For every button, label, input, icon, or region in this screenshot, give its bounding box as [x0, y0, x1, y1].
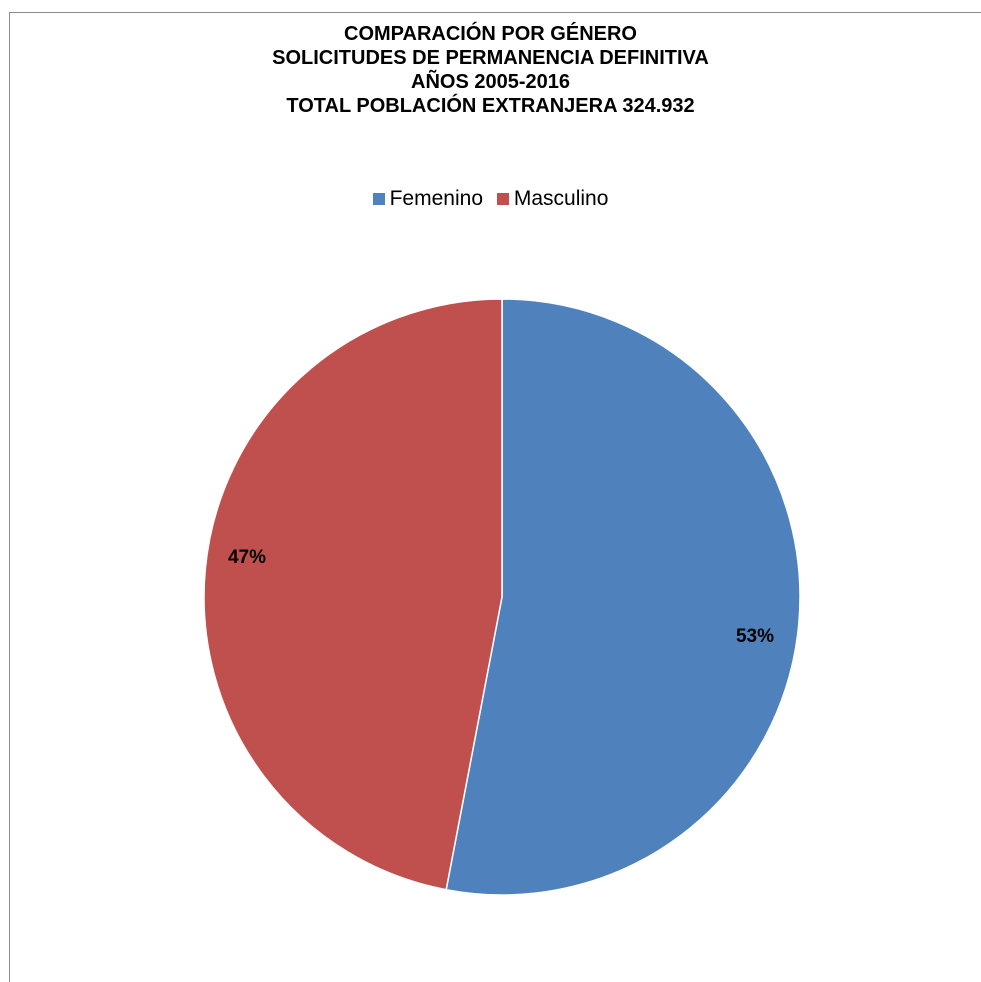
legend-item-masculino: Masculino	[496, 187, 609, 211]
legend-swatch-masculino	[496, 193, 509, 205]
data-label-masculino: 47%	[228, 547, 266, 568]
pie-slice-femenino	[445, 298, 801, 896]
chart-title: COMPARACIÓN POR GÉNERO SOLICITUDES DE PE…	[0, 22, 981, 118]
legend-label-masculino: Masculino	[513, 187, 609, 210]
chart-title-line-1: COMPARACIÓN POR GÉNERO	[344, 23, 637, 45]
chart-title-line-3: AÑOS 2005-2016	[411, 71, 570, 93]
chart-legend: Femenino Masculino	[0, 187, 981, 211]
data-label-femenino: 53%	[736, 626, 774, 647]
chart-title-line-4: TOTAL POBLACIÓN EXTRANJERA 324.932	[286, 95, 695, 117]
chart-frame	[9, 12, 981, 982]
pie-slice-masculino	[203, 298, 503, 891]
chart-title-line-2: SOLICITUDES DE PERMANENCIA DEFINITIVA	[272, 47, 709, 69]
legend-item-femenino: Femenino	[372, 187, 483, 211]
legend-label-femenino: Femenino	[389, 187, 483, 210]
legend-swatch-femenino	[372, 193, 385, 205]
